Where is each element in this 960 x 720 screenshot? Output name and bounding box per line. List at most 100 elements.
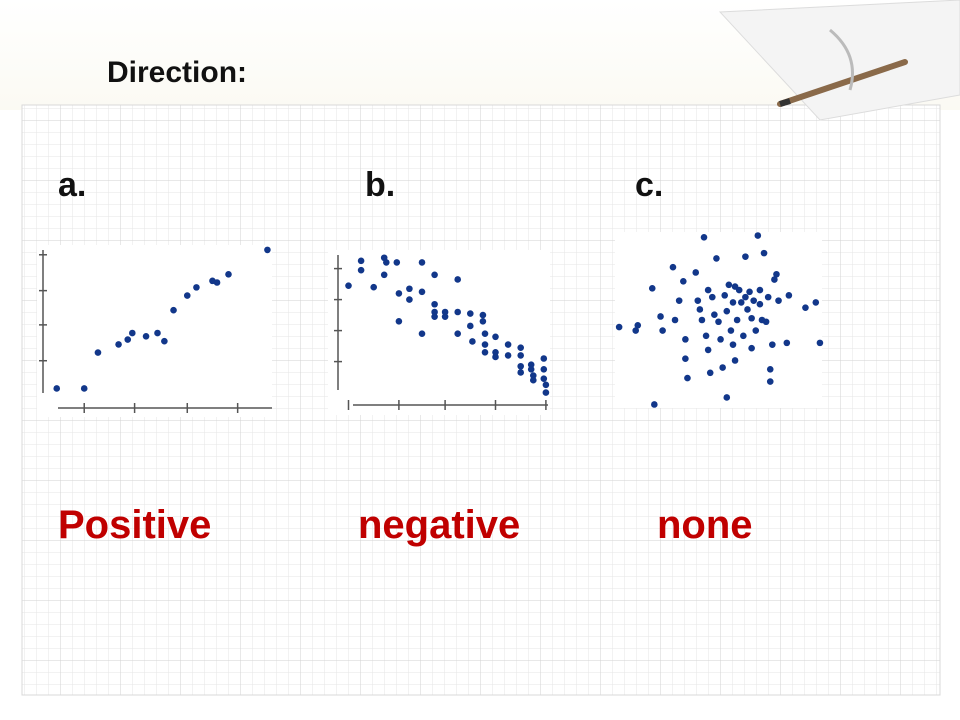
scatter-point xyxy=(802,304,809,311)
pencil-decoration xyxy=(718,0,960,121)
scatter-point xyxy=(225,271,232,278)
scatter-point xyxy=(783,339,791,347)
scatter-point xyxy=(762,318,770,326)
panel-letter: b. xyxy=(365,166,395,204)
scatter-point xyxy=(481,330,489,338)
scatter-point xyxy=(504,352,512,359)
scatter-point xyxy=(682,355,689,363)
scatter-point xyxy=(769,341,776,348)
scatter-point xyxy=(492,353,499,361)
scatter-point xyxy=(441,313,449,320)
scatter-point xyxy=(702,332,710,340)
scatter-point xyxy=(735,286,743,294)
panel-letter: a. xyxy=(58,166,86,204)
scatter-point xyxy=(680,277,687,285)
scatter-point xyxy=(694,297,702,304)
scatter-point xyxy=(785,292,793,299)
scatter-point xyxy=(161,337,168,345)
scatter-point xyxy=(766,365,774,373)
scatter-point xyxy=(750,297,757,304)
scatter-point xyxy=(708,293,716,301)
scatter-point xyxy=(723,307,731,315)
scatter-point xyxy=(651,401,658,408)
scatter-point xyxy=(492,333,499,341)
scatter-point xyxy=(723,394,731,401)
scatter-point xyxy=(812,299,820,306)
chart-a-background xyxy=(37,245,272,417)
scatter-point xyxy=(345,282,352,289)
scatter-point xyxy=(94,349,102,356)
scatter-point xyxy=(527,366,535,373)
scatter-point xyxy=(393,259,401,266)
scatter-point xyxy=(737,299,745,306)
scatter-point xyxy=(766,378,774,385)
scatter-point xyxy=(715,318,722,326)
scatter-point xyxy=(431,300,438,308)
scatter-point xyxy=(698,316,706,324)
scatter-point xyxy=(700,233,708,241)
scatter-point xyxy=(454,276,462,283)
scatter-point xyxy=(479,311,487,319)
scatter-point xyxy=(53,385,61,392)
scatter-point xyxy=(704,286,712,294)
scatter-point xyxy=(395,318,403,325)
scatter-point xyxy=(540,366,548,373)
scatter-point xyxy=(527,361,535,369)
scatter-point xyxy=(721,292,729,299)
scatter-point xyxy=(418,288,426,296)
scatter-point xyxy=(418,259,426,266)
scatter-point xyxy=(717,336,724,343)
scatter-point xyxy=(517,362,524,370)
scatter-point xyxy=(671,316,679,324)
scatter-point xyxy=(775,297,782,304)
panel-label: none xyxy=(657,503,753,547)
scatter-point xyxy=(517,352,524,359)
scatter-point xyxy=(264,246,271,254)
scatter-point xyxy=(632,327,639,334)
scatter-point xyxy=(530,376,537,384)
scatter-point xyxy=(481,341,489,348)
scatter-point xyxy=(669,263,677,271)
scatter-point xyxy=(731,357,739,364)
scatter-point xyxy=(682,336,689,343)
scatter-point xyxy=(467,310,474,317)
scatter-point xyxy=(431,308,438,316)
scatter-point xyxy=(418,330,426,338)
scatter-point xyxy=(431,271,438,279)
scatter-point xyxy=(744,306,751,313)
scatter-point xyxy=(170,306,177,314)
scatter-point xyxy=(659,327,666,334)
scatter-point xyxy=(431,313,438,320)
scatter-point xyxy=(395,290,403,297)
scatter-point xyxy=(454,308,462,316)
chart-b-background xyxy=(328,250,550,415)
scatter-point xyxy=(542,389,550,396)
scatter-point xyxy=(124,336,132,343)
scatter-point xyxy=(454,330,462,338)
scatter-point xyxy=(80,385,88,392)
scatter-point xyxy=(692,269,700,276)
scatter-point xyxy=(754,232,762,239)
scatter-point xyxy=(615,323,623,331)
scatter-point xyxy=(756,286,764,294)
scatter-point xyxy=(752,327,760,334)
scatter-point xyxy=(719,364,726,371)
panel-label: Positive xyxy=(58,503,211,547)
scatter-point xyxy=(756,300,764,308)
scatter-point xyxy=(740,332,747,340)
scatter-point xyxy=(816,339,824,347)
scatter-point xyxy=(648,285,656,292)
scatter-point xyxy=(746,288,753,296)
scatter-point xyxy=(748,344,755,352)
scatter-point xyxy=(357,257,365,265)
scatter-point xyxy=(725,281,733,289)
scatter-point xyxy=(357,266,365,274)
scatter-point xyxy=(406,285,413,293)
title: Direction: xyxy=(107,56,247,89)
scatter-point xyxy=(383,259,390,266)
scatter-point xyxy=(530,372,537,379)
scatter-point xyxy=(657,313,664,320)
scatter-point xyxy=(704,346,712,354)
